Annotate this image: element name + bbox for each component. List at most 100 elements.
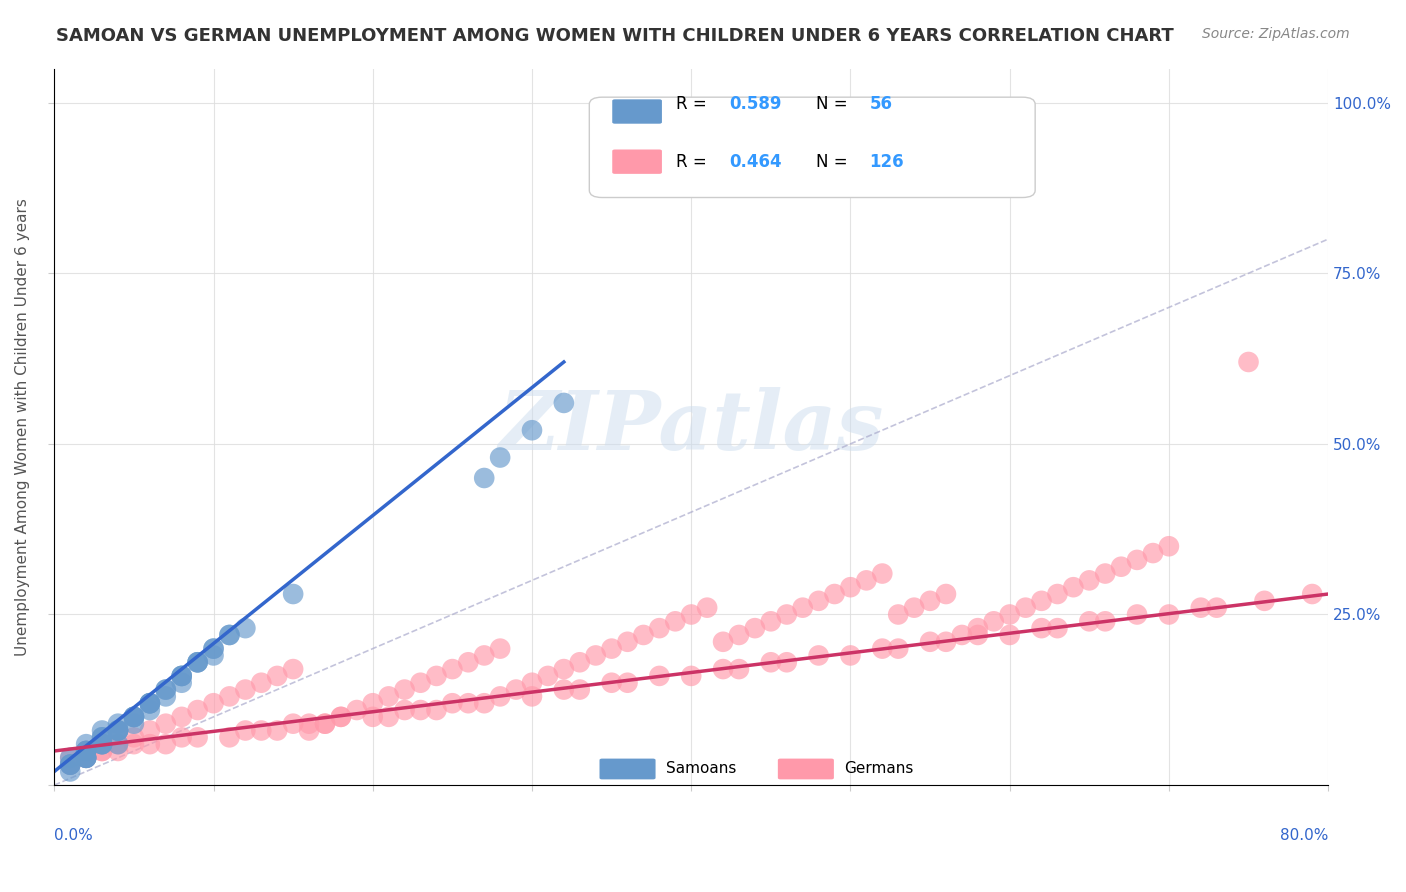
- Point: [1142, 546, 1164, 560]
- Y-axis label: Unemployment Among Women with Children Under 6 years: Unemployment Among Women with Children U…: [15, 198, 30, 656]
- Point: [1126, 607, 1149, 622]
- Text: N =: N =: [815, 95, 853, 113]
- Point: [170, 731, 193, 745]
- Point: [998, 628, 1021, 642]
- Point: [139, 723, 162, 738]
- Point: [75, 751, 97, 765]
- Point: [918, 594, 941, 608]
- Point: [918, 634, 941, 648]
- Point: [983, 615, 1005, 629]
- Point: [250, 723, 273, 738]
- Point: [170, 675, 193, 690]
- Point: [681, 607, 703, 622]
- Point: [394, 682, 416, 697]
- Point: [202, 696, 225, 710]
- Point: [839, 580, 862, 594]
- Point: [472, 696, 495, 710]
- Point: [122, 716, 145, 731]
- Point: [155, 682, 177, 697]
- Point: [298, 723, 321, 738]
- Point: [122, 710, 145, 724]
- Point: [1078, 615, 1101, 629]
- Point: [1157, 539, 1180, 553]
- Point: [935, 634, 957, 648]
- Point: [122, 731, 145, 745]
- Text: 56: 56: [869, 95, 893, 113]
- Point: [1205, 600, 1227, 615]
- Point: [1094, 615, 1116, 629]
- Point: [664, 615, 686, 629]
- Point: [202, 648, 225, 663]
- Point: [187, 655, 209, 669]
- Point: [711, 634, 734, 648]
- Point: [107, 716, 129, 731]
- Point: [728, 628, 751, 642]
- Point: [218, 731, 240, 745]
- Text: 80.0%: 80.0%: [1279, 828, 1329, 843]
- Point: [409, 675, 432, 690]
- Point: [409, 703, 432, 717]
- Point: [855, 574, 877, 588]
- Point: [155, 682, 177, 697]
- Text: 0.589: 0.589: [730, 95, 782, 113]
- Point: [202, 641, 225, 656]
- FancyBboxPatch shape: [599, 758, 655, 780]
- Point: [585, 648, 607, 663]
- Point: [75, 744, 97, 758]
- Point: [139, 696, 162, 710]
- Point: [329, 710, 352, 724]
- FancyBboxPatch shape: [778, 758, 834, 780]
- Point: [489, 450, 512, 465]
- Point: [1237, 355, 1260, 369]
- Point: [1046, 621, 1069, 635]
- Point: [633, 628, 655, 642]
- Point: [75, 751, 97, 765]
- Point: [75, 744, 97, 758]
- Point: [1062, 580, 1084, 594]
- Point: [155, 737, 177, 751]
- Point: [457, 696, 479, 710]
- Point: [91, 737, 114, 751]
- Point: [728, 662, 751, 676]
- Point: [1126, 553, 1149, 567]
- Point: [553, 682, 575, 697]
- Point: [170, 710, 193, 724]
- Point: [75, 751, 97, 765]
- Point: [568, 682, 591, 697]
- Point: [107, 744, 129, 758]
- Point: [1301, 587, 1323, 601]
- Point: [472, 471, 495, 485]
- Point: [235, 621, 257, 635]
- Point: [1253, 594, 1275, 608]
- Point: [107, 737, 129, 751]
- Point: [872, 641, 894, 656]
- Point: [75, 751, 97, 765]
- Point: [59, 757, 82, 772]
- Point: [266, 723, 288, 738]
- Point: [250, 675, 273, 690]
- Point: [122, 710, 145, 724]
- Text: R =: R =: [676, 153, 711, 170]
- Point: [505, 682, 527, 697]
- Point: [377, 710, 399, 724]
- Point: [281, 587, 304, 601]
- Point: [696, 600, 718, 615]
- Text: R =: R =: [676, 95, 711, 113]
- Point: [187, 655, 209, 669]
- Point: [202, 641, 225, 656]
- Point: [1031, 594, 1053, 608]
- Point: [122, 737, 145, 751]
- Point: [91, 737, 114, 751]
- Point: [314, 716, 336, 731]
- Point: [425, 669, 447, 683]
- Point: [170, 669, 193, 683]
- Point: [887, 641, 910, 656]
- Point: [600, 641, 623, 656]
- Point: [329, 710, 352, 724]
- FancyBboxPatch shape: [589, 97, 1035, 197]
- Point: [75, 737, 97, 751]
- Point: [553, 396, 575, 410]
- Text: 126: 126: [869, 153, 904, 170]
- Point: [107, 723, 129, 738]
- Point: [1109, 559, 1132, 574]
